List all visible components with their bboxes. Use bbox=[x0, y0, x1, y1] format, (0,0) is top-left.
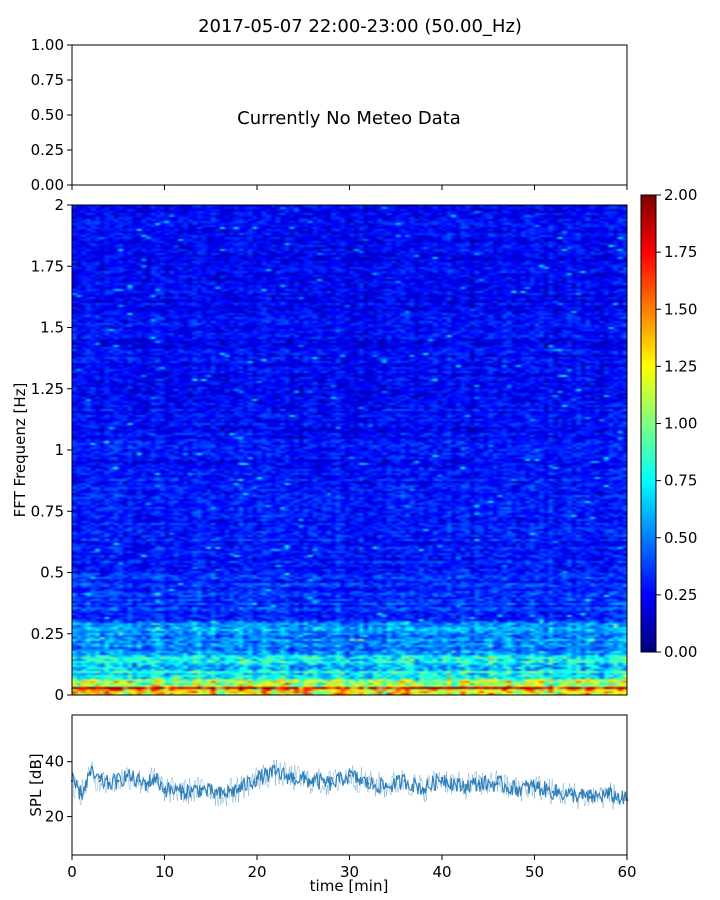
spl-point bbox=[274, 771, 277, 774]
spl-x-tick-label: 10 bbox=[155, 863, 174, 881]
spl-point bbox=[459, 785, 462, 788]
spl-point bbox=[98, 779, 102, 783]
spl-point bbox=[154, 776, 157, 780]
figure-title: 2017-05-07 22:00-23:00 (50.00_Hz) bbox=[198, 16, 522, 37]
spl-point bbox=[551, 790, 555, 794]
colorbar-tick-label: 1.25 bbox=[664, 357, 697, 375]
spl-series bbox=[70, 759, 629, 810]
spl-noise-trace bbox=[71, 759, 628, 810]
spl-point bbox=[200, 787, 203, 791]
spl-point bbox=[422, 787, 425, 791]
spectrogram-y-tick-label: 0.5 bbox=[40, 564, 64, 582]
meteo-y-tick-label: 0.00 bbox=[31, 176, 64, 194]
colorbar-tick-label: 1.50 bbox=[664, 300, 697, 318]
colorbar-tick-label: 0.00 bbox=[664, 643, 697, 661]
meteo-y-tick-label: 1.00 bbox=[31, 36, 64, 54]
spl-x-tick-label: 50 bbox=[525, 863, 544, 881]
spl-point bbox=[533, 785, 536, 788]
spl-point bbox=[255, 776, 259, 780]
spl-point bbox=[514, 787, 518, 791]
spl-y-tick-label: 20 bbox=[45, 808, 64, 826]
spl-x-tick-label: 30 bbox=[340, 863, 359, 881]
spl-point bbox=[135, 779, 138, 783]
meteo-y-tick-label: 0.25 bbox=[31, 141, 64, 159]
spl-point bbox=[117, 779, 120, 783]
meteo-y-ticks: 0.00 0.25 0.50 0.75 1.00 bbox=[31, 36, 72, 194]
spl-x-tick-label: 0 bbox=[67, 863, 77, 881]
spl-point bbox=[181, 790, 185, 794]
colorbar-tick-label: 1.00 bbox=[664, 415, 697, 433]
spectrogram-y-tick-label: 1.5 bbox=[40, 319, 64, 337]
spl-x-tick-label: 40 bbox=[432, 863, 451, 881]
spl-point bbox=[496, 782, 499, 785]
colorbar-tick-label: 0.75 bbox=[664, 472, 697, 490]
colorbar-tick-label: 1.75 bbox=[664, 243, 697, 261]
spl-point bbox=[126, 774, 129, 777]
spl-plot-frame bbox=[72, 715, 627, 855]
spectrogram-y-tick-label: 1.25 bbox=[31, 380, 64, 398]
colorbar-tick-label: 2.00 bbox=[664, 186, 697, 204]
spl-point bbox=[107, 782, 111, 785]
spl-point bbox=[348, 774, 351, 777]
spectrogram-heatmap bbox=[72, 205, 627, 695]
spl-x-ticks: 0 10 20 30 40 50 60 bbox=[67, 855, 637, 881]
spl-point bbox=[89, 771, 92, 774]
spectrogram-panel: 0 0.25 0.5 0.75 1 1.25 1.5 1.75 2 FFT Frequenz [… bbox=[11, 196, 628, 704]
spl-point bbox=[366, 782, 370, 785]
colorbar-tick-label: 0.50 bbox=[664, 529, 697, 547]
spl-point bbox=[329, 782, 333, 785]
spectrogram-y-tick-label: 0.75 bbox=[31, 502, 64, 520]
spl-x-tick-label: 60 bbox=[617, 863, 636, 881]
spl-y-tick-label: 40 bbox=[45, 753, 64, 771]
spl-point bbox=[385, 785, 388, 788]
spl-x-axis-label: time [min] bbox=[310, 877, 389, 895]
spl-point bbox=[311, 779, 314, 783]
spectrogram-y-tick-label: 0 bbox=[54, 686, 64, 704]
spl-point bbox=[237, 787, 240, 791]
spl-point bbox=[218, 793, 222, 796]
colorbar: 0.00 0.25 0.50 0.75 1.00 1.25 1.50 1.75 2.00 bbox=[640, 186, 697, 661]
spectrogram-y-tick-label: 2 bbox=[54, 196, 64, 214]
meteo-x-ticks bbox=[71, 185, 628, 190]
spectrogram-y-tick-label: 1 bbox=[54, 441, 64, 459]
colorbar-ticks: 0.00 0.25 0.50 0.75 1.00 1.25 1.50 1.75 2.00 bbox=[656, 186, 697, 661]
spl-point bbox=[477, 782, 481, 785]
colorbar-tick-label: 0.25 bbox=[664, 586, 697, 604]
colorbar-gradient bbox=[641, 195, 656, 652]
spectrogram-y-tick-label: 1.75 bbox=[31, 257, 64, 275]
spl-y-axis-label: SPL [dB] bbox=[27, 753, 45, 816]
spl-point bbox=[292, 776, 296, 780]
meteo-panel: 0.00 0.25 0.50 0.75 1.00 Currently No Meteo … bbox=[31, 36, 628, 194]
spl-point bbox=[144, 782, 148, 785]
spl-x-tick-label: 20 bbox=[247, 863, 266, 881]
spl-point bbox=[440, 776, 444, 780]
spl-point bbox=[570, 793, 573, 796]
spl-point bbox=[403, 779, 407, 783]
spl-point bbox=[80, 793, 83, 796]
spectrogram-y-ticks: 0 0.25 0.5 0.75 1 1.25 1.5 1.75 2 bbox=[31, 196, 72, 704]
spl-point bbox=[163, 787, 166, 791]
spectrogram-y-tick-label: 0.25 bbox=[31, 625, 64, 643]
no-data-annotation: Currently No Meteo Data bbox=[237, 108, 461, 129]
spectrogram-y-axis-label: FFT Frequenz [Hz] bbox=[11, 383, 29, 518]
meteo-plot-frame bbox=[71, 44, 628, 186]
meteo-y-tick-label: 0.75 bbox=[31, 71, 64, 89]
spl-point bbox=[607, 793, 610, 796]
spl-point bbox=[588, 796, 592, 799]
spl-line bbox=[71, 763, 628, 805]
meteo-y-tick-label: 0.50 bbox=[31, 106, 64, 124]
